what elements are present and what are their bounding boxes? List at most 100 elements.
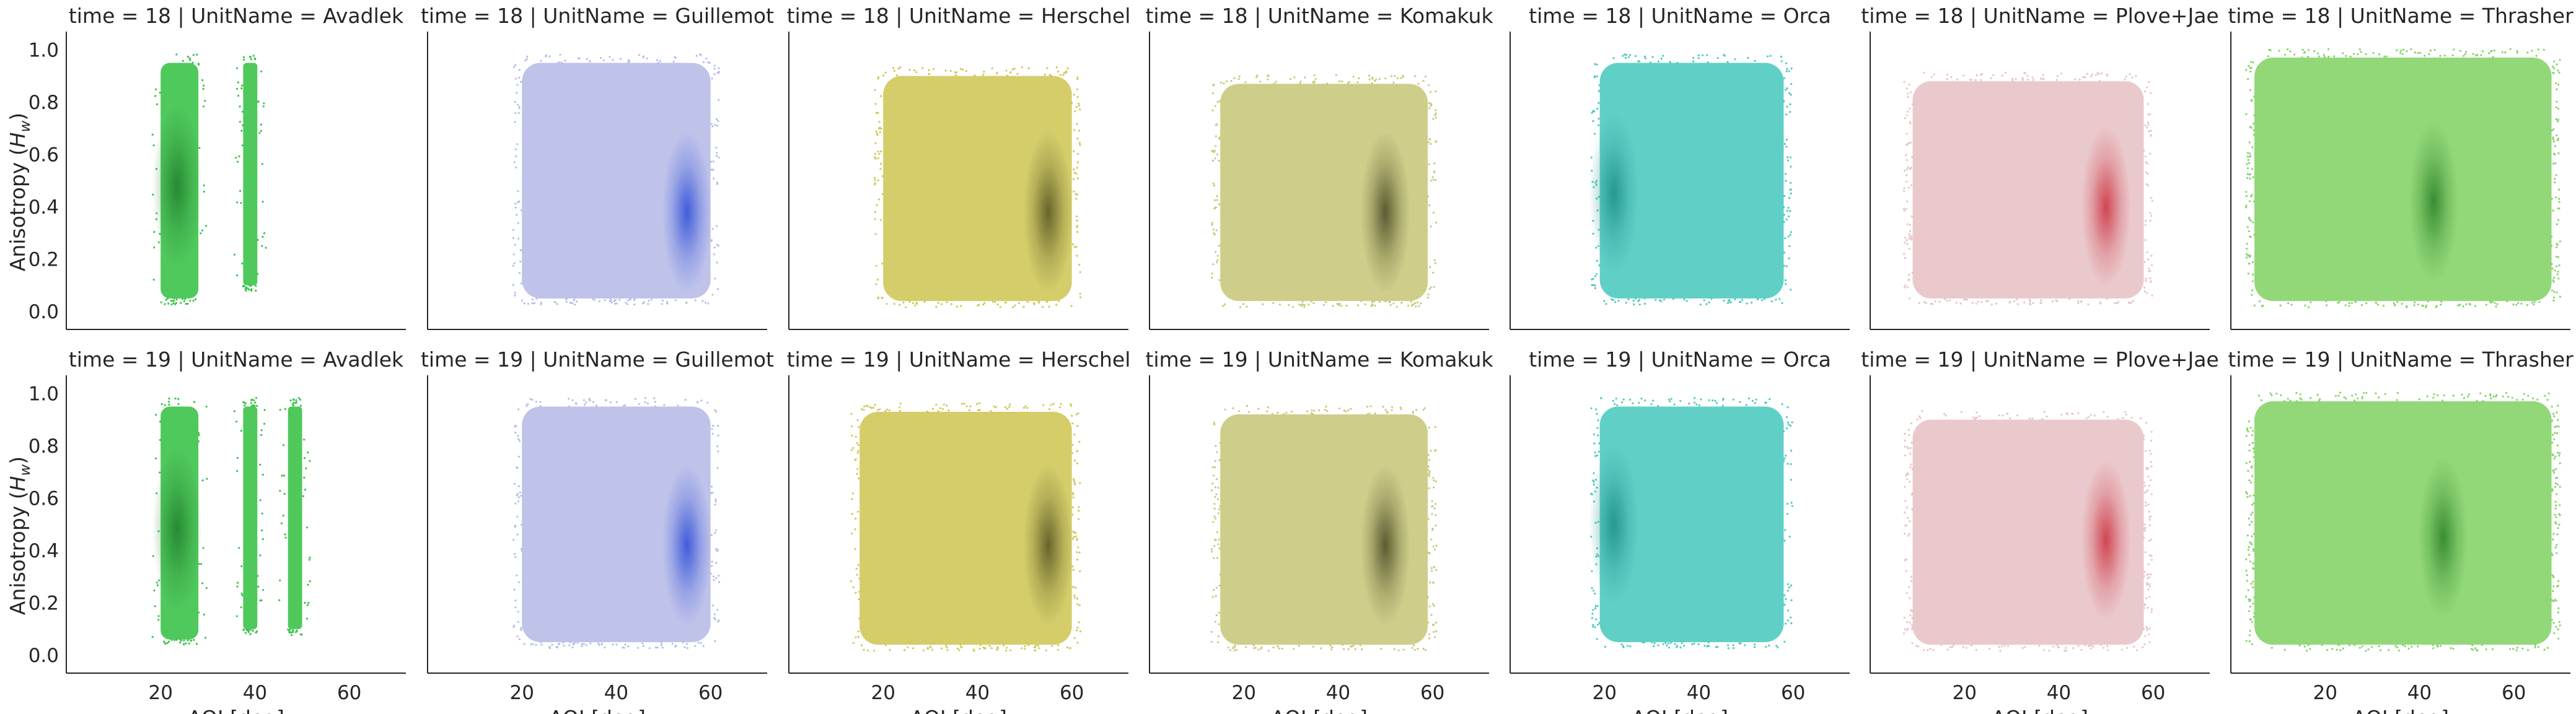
scatter-point (878, 121, 881, 123)
scatter-point (2339, 649, 2342, 651)
scatter-point (2365, 302, 2368, 305)
scatter-point (1347, 409, 1350, 412)
scatter-point (154, 457, 157, 460)
scatter-point (990, 647, 993, 650)
scatter-point (2361, 397, 2363, 399)
scatter-point (166, 297, 169, 300)
scatter-point (2247, 589, 2249, 591)
scatter-point (869, 406, 872, 409)
scatter-point (201, 479, 204, 482)
scatter-point (2509, 648, 2512, 650)
scatter-point (2402, 644, 2404, 647)
scatter-point (1217, 635, 1220, 638)
scatter-point (1615, 398, 1617, 400)
scatter-point (718, 99, 720, 102)
scatter-point (610, 302, 613, 304)
scatter-point (2552, 281, 2555, 283)
scatter-point (2147, 573, 2150, 575)
scatter-point (2116, 302, 2118, 305)
scatter-point (978, 402, 981, 404)
scatter-point (1435, 116, 1437, 119)
scatter-point (1783, 264, 1785, 267)
scatter-point (2144, 529, 2147, 532)
scatter-point (2143, 536, 2145, 539)
scatter-point (1909, 168, 1912, 170)
scatter-point (716, 124, 719, 127)
scatter-point (1055, 66, 1058, 69)
scatter-point (2551, 289, 2553, 292)
scatter-point (1073, 536, 1075, 538)
scatter-point (1435, 178, 1437, 181)
scatter-point (585, 401, 587, 404)
scatter-point (1697, 57, 1700, 59)
scatter-point (2249, 152, 2251, 155)
scatter-point (2472, 53, 2474, 55)
scatter-point (1213, 423, 1216, 426)
scatter-point (2078, 79, 2081, 81)
scatter-point (958, 649, 961, 651)
scatter-point (1310, 300, 1312, 303)
scatter-point (1390, 75, 1393, 77)
scatter-point (1591, 278, 1593, 281)
scatter-point (624, 643, 626, 646)
scatter-point (2365, 53, 2367, 55)
scatter-point (1987, 300, 1990, 302)
x-tick-label: 60 (2502, 682, 2526, 704)
scatter-point (897, 67, 900, 70)
scatter-point (1745, 404, 1747, 406)
scatter-point (1729, 301, 1731, 303)
scatter-point (1076, 123, 1078, 125)
scatter-point (307, 601, 310, 604)
scatter-point (2248, 155, 2251, 158)
scatter-point (2148, 633, 2150, 635)
scatter-point (2249, 200, 2251, 202)
scatter-point (1785, 138, 1788, 141)
scatter-point (717, 620, 719, 623)
scatter-point (1216, 498, 1219, 500)
scatter-point (1428, 102, 1430, 105)
scatter-point (991, 300, 994, 303)
scatter-point (1909, 466, 1912, 469)
scatter-point (1340, 305, 1342, 307)
scatter-point (937, 410, 939, 412)
scatter-point (248, 289, 250, 291)
scatter-point (203, 613, 206, 616)
scatter-point (2125, 414, 2127, 416)
scatter-point (1909, 235, 1911, 237)
scatter-point (2309, 648, 2311, 650)
scatter-point (154, 95, 157, 97)
scatter-point (289, 628, 291, 631)
scatter-point (1906, 478, 1909, 481)
scatter-point (2551, 263, 2553, 265)
density-core (1023, 131, 1073, 293)
scatter-point (2557, 628, 2559, 630)
scatter-point (2345, 54, 2347, 57)
scatter-point (716, 118, 718, 120)
scatter-point (1765, 401, 1767, 404)
scatter-point (1215, 493, 1218, 495)
scatter-point (1026, 301, 1029, 303)
scatter-point (1266, 410, 1268, 412)
scatter-point (1065, 70, 1067, 72)
scatter-point (2489, 394, 2492, 397)
scatter-point (1597, 624, 1599, 626)
scatter-point (961, 403, 964, 405)
scatter-point (1787, 421, 1789, 424)
scatter-point (1400, 408, 1402, 411)
scatter-point (521, 548, 523, 551)
scatter-point (239, 121, 241, 123)
scatter-point (1218, 547, 1221, 550)
scatter-point (1787, 590, 1789, 592)
scatter-point (1662, 643, 1664, 645)
scatter-point (291, 634, 293, 637)
scatter-point (1627, 298, 1630, 300)
scatter-point (1910, 494, 1913, 496)
scatter-point (296, 629, 298, 632)
scatter-point (1428, 551, 1431, 554)
scatter-point (1909, 520, 1911, 523)
scatter-point (516, 214, 518, 216)
scatter-point (2354, 301, 2357, 303)
scatter-point (1312, 645, 1314, 648)
scatter-point (2509, 48, 2512, 50)
scatter-point (2130, 302, 2132, 304)
